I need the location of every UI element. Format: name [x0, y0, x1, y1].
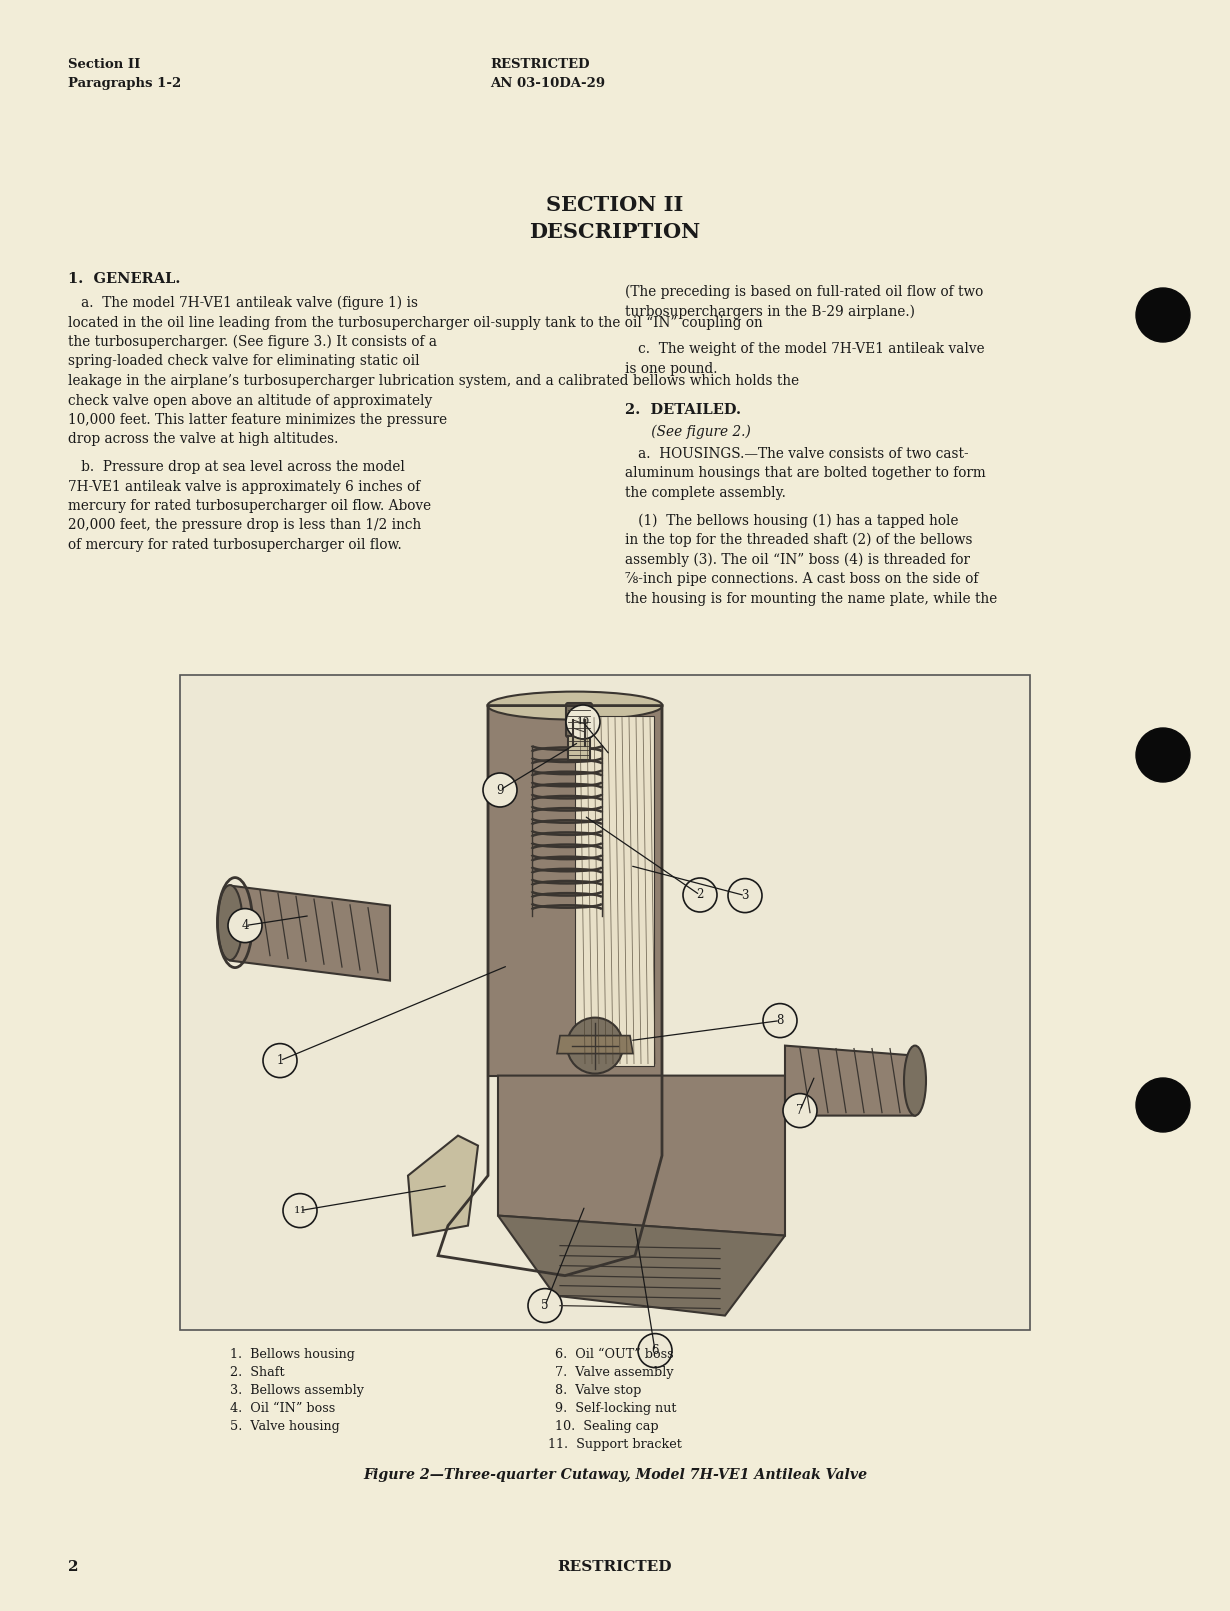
Text: 1.  Bellows housing: 1. Bellows housing [230, 1348, 355, 1361]
Text: 3.  Bellows assembly: 3. Bellows assembly [230, 1384, 364, 1397]
Polygon shape [785, 1046, 915, 1115]
Text: (1)  The bellows housing (1) has a tapped hole: (1) The bellows housing (1) has a tapped… [625, 514, 958, 528]
Text: 1: 1 [277, 1054, 284, 1066]
Text: (See figure 2.): (See figure 2.) [625, 425, 750, 440]
Text: 5.  Valve housing: 5. Valve housing [230, 1419, 339, 1434]
Text: 3: 3 [742, 889, 749, 902]
Text: 7: 7 [796, 1104, 803, 1116]
Bar [180, 675, 1030, 1331]
Text: assembly (3). The oil “IN” boss (4) is threaded for: assembly (3). The oil “IN” boss (4) is t… [625, 553, 970, 567]
Text: aluminum housings that are bolted together to form: aluminum housings that are bolted togeth… [625, 467, 985, 480]
Text: the turbosupercharger. (See figure 3.) It consists of a: the turbosupercharger. (See figure 3.) I… [68, 335, 437, 350]
Text: in the top for the threaded shaft (2) of the bellows: in the top for the threaded shaft (2) of… [625, 533, 973, 548]
Text: Section II: Section II [68, 58, 140, 71]
Text: c.  The weight of the model 7H-VE1 antileak valve: c. The weight of the model 7H-VE1 antile… [625, 342, 985, 356]
Polygon shape [498, 1216, 785, 1316]
Text: 2: 2 [68, 1559, 79, 1574]
Text: 2: 2 [696, 889, 704, 902]
Text: 2.  Shaft: 2. Shaft [230, 1366, 284, 1379]
Circle shape [683, 878, 717, 912]
Circle shape [263, 1044, 296, 1078]
Text: 4: 4 [241, 920, 248, 933]
Circle shape [763, 1004, 797, 1037]
Text: 20,000 feet, the pressure drop is less than 1/2 inch: 20,000 feet, the pressure drop is less t… [68, 519, 421, 533]
Circle shape [528, 1289, 562, 1323]
Circle shape [1137, 288, 1189, 342]
Text: of mercury for rated turbosupercharger oil flow.: of mercury for rated turbosupercharger o… [68, 538, 402, 553]
Text: turbosuperchargers in the B-29 airplane.): turbosuperchargers in the B-29 airplane.… [625, 304, 915, 319]
Circle shape [1137, 728, 1189, 781]
Text: 9.  Self-locking nut: 9. Self-locking nut [555, 1402, 676, 1414]
Text: 7H-VE1 antileak valve is approximately 6 inches of: 7H-VE1 antileak valve is approximately 6… [68, 480, 421, 493]
Text: 10.  Sealing cap: 10. Sealing cap [555, 1419, 658, 1434]
Text: ⅞-inch pipe connections. A cast boss on the side of: ⅞-inch pipe connections. A cast boss on … [625, 572, 978, 586]
Text: 8: 8 [776, 1013, 784, 1028]
FancyBboxPatch shape [568, 736, 590, 760]
Text: 7.  Valve assembly: 7. Valve assembly [555, 1366, 674, 1379]
Ellipse shape [904, 1046, 926, 1115]
Circle shape [228, 909, 262, 942]
Text: the housing is for mounting the name plate, while the: the housing is for mounting the name pla… [625, 591, 998, 606]
Text: 6: 6 [651, 1344, 659, 1356]
Text: leakage in the airplane’s turbosupercharger lubrication system, and a calibrated: leakage in the airplane’s turbosuperchar… [68, 374, 800, 388]
Circle shape [566, 706, 600, 739]
Circle shape [567, 1018, 624, 1073]
Text: (The preceding is based on full-rated oil flow of two: (The preceding is based on full-rated oi… [625, 285, 983, 300]
Text: Paragraphs 1-2: Paragraphs 1-2 [68, 77, 181, 90]
Polygon shape [557, 1036, 633, 1054]
Text: drop across the valve at high altitudes.: drop across the valve at high altitudes. [68, 432, 338, 446]
Text: AN 03-10DA-29: AN 03-10DA-29 [490, 77, 605, 90]
Text: located in the oil line leading from the turbosupercharger oil-supply tank to th: located in the oil line leading from the… [68, 316, 763, 330]
Text: 6.  Oil “OUT” boss: 6. Oil “OUT” boss [555, 1348, 674, 1361]
Text: check valve open above an altitude of approximately: check valve open above an altitude of ap… [68, 393, 432, 408]
FancyBboxPatch shape [566, 702, 592, 736]
Polygon shape [574, 715, 654, 1065]
Text: is one pound.: is one pound. [625, 361, 717, 375]
Text: 10,000 feet. This latter feature minimizes the pressure: 10,000 feet. This latter feature minimiz… [68, 412, 448, 427]
Text: Figure 2—Three-quarter Cutaway, Model 7H-VE1 Antileak Valve: Figure 2—Three-quarter Cutaway, Model 7H… [363, 1468, 867, 1482]
Text: 10: 10 [577, 717, 589, 727]
Circle shape [638, 1334, 672, 1368]
Text: DESCRIPTION: DESCRIPTION [529, 222, 701, 242]
Text: 1.  GENERAL.: 1. GENERAL. [68, 272, 181, 287]
Polygon shape [230, 886, 390, 981]
Ellipse shape [487, 691, 663, 720]
Polygon shape [488, 706, 662, 1076]
Text: 8.  Valve stop: 8. Valve stop [555, 1384, 641, 1397]
Polygon shape [498, 1076, 785, 1236]
Circle shape [728, 878, 763, 912]
Polygon shape [408, 1136, 478, 1236]
Text: 11: 11 [294, 1207, 306, 1215]
Text: SECTION II: SECTION II [546, 195, 684, 214]
Ellipse shape [218, 884, 242, 960]
Text: RESTRICTED: RESTRICTED [490, 58, 589, 71]
Text: 9: 9 [496, 783, 504, 796]
Text: 4.  Oil “IN” boss: 4. Oil “IN” boss [230, 1402, 336, 1414]
Text: 11.  Support bracket: 11. Support bracket [549, 1439, 681, 1452]
Text: the complete assembly.: the complete assembly. [625, 487, 786, 499]
Text: a.  HOUSINGS.—The valve consists of two cast-: a. HOUSINGS.—The valve consists of two c… [625, 446, 969, 461]
Text: mercury for rated turbosupercharger oil flow. Above: mercury for rated turbosupercharger oil … [68, 499, 432, 512]
Text: 2.  DETAILED.: 2. DETAILED. [625, 403, 740, 417]
Text: RESTRICTED: RESTRICTED [557, 1559, 673, 1574]
Text: b.  Pressure drop at sea level across the model: b. Pressure drop at sea level across the… [68, 461, 405, 474]
Circle shape [283, 1194, 317, 1228]
Circle shape [1137, 1078, 1189, 1133]
Circle shape [784, 1094, 817, 1128]
Text: a.  The model 7H-VE1 antileak valve (figure 1) is: a. The model 7H-VE1 antileak valve (figu… [68, 296, 418, 311]
Circle shape [483, 773, 517, 807]
Text: spring-loaded check valve for eliminating static oil: spring-loaded check valve for eliminatin… [68, 354, 419, 369]
Text: 5: 5 [541, 1298, 549, 1311]
